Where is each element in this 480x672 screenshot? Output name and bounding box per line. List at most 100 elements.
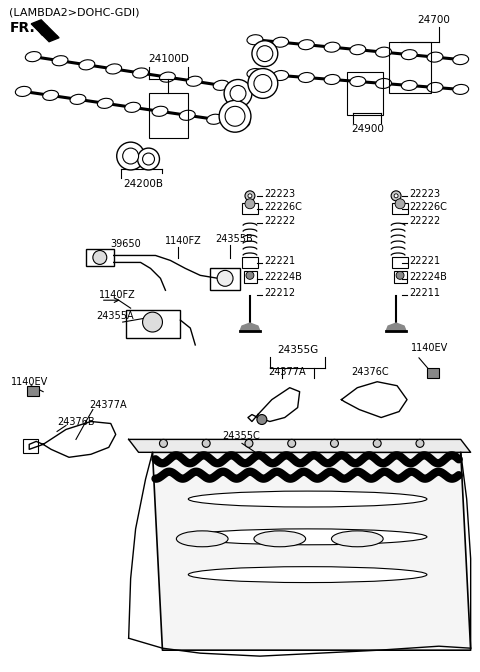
Text: 24200B: 24200B — [123, 179, 164, 189]
Text: 1140FZ: 1140FZ — [99, 290, 135, 300]
Bar — [27, 386, 39, 396]
Ellipse shape — [152, 106, 168, 116]
Text: 22223: 22223 — [409, 189, 440, 199]
Ellipse shape — [188, 566, 427, 583]
Circle shape — [373, 439, 381, 448]
Text: 24100D: 24100D — [148, 54, 189, 64]
Text: 24355B: 24355B — [215, 234, 253, 243]
Circle shape — [117, 142, 144, 170]
Circle shape — [230, 85, 246, 101]
Circle shape — [257, 415, 267, 425]
Ellipse shape — [43, 90, 59, 100]
Ellipse shape — [106, 64, 121, 74]
Text: 24900: 24900 — [351, 124, 384, 134]
Circle shape — [123, 148, 139, 164]
Text: 39650: 39650 — [111, 239, 142, 249]
Bar — [126, 310, 180, 338]
Bar — [394, 271, 407, 284]
Ellipse shape — [52, 56, 68, 66]
Text: 24355G: 24355G — [277, 345, 318, 355]
Circle shape — [219, 100, 251, 132]
Ellipse shape — [401, 81, 417, 91]
Ellipse shape — [453, 85, 468, 95]
Text: 22224B: 22224B — [264, 272, 302, 282]
Text: 24355C: 24355C — [222, 431, 260, 442]
Bar — [210, 268, 240, 290]
Polygon shape — [240, 323, 260, 331]
Circle shape — [159, 439, 168, 448]
Circle shape — [395, 199, 405, 209]
Text: 24700: 24700 — [417, 15, 450, 25]
Ellipse shape — [427, 83, 443, 93]
Ellipse shape — [213, 80, 229, 91]
Ellipse shape — [332, 531, 383, 547]
Circle shape — [396, 271, 404, 280]
Text: 22211: 22211 — [409, 288, 440, 298]
Ellipse shape — [79, 60, 95, 70]
Ellipse shape — [25, 52, 41, 62]
Text: 24377A: 24377A — [89, 400, 127, 410]
Bar — [148, 93, 188, 138]
Bar — [244, 271, 257, 284]
Text: 22221: 22221 — [409, 257, 440, 266]
Polygon shape — [153, 452, 471, 650]
Ellipse shape — [188, 529, 427, 545]
Ellipse shape — [273, 37, 288, 47]
Bar — [392, 257, 408, 268]
Bar — [427, 368, 439, 378]
Circle shape — [245, 199, 255, 209]
Circle shape — [93, 251, 107, 264]
Circle shape — [252, 41, 278, 67]
Circle shape — [254, 75, 272, 93]
Circle shape — [330, 439, 338, 448]
Circle shape — [245, 439, 253, 448]
Ellipse shape — [453, 54, 468, 65]
Ellipse shape — [254, 531, 306, 547]
Ellipse shape — [376, 47, 392, 57]
Polygon shape — [129, 439, 471, 452]
Circle shape — [143, 153, 155, 165]
Ellipse shape — [125, 102, 141, 112]
Bar — [242, 257, 258, 268]
Ellipse shape — [176, 531, 228, 547]
Ellipse shape — [180, 110, 195, 120]
Text: 22222: 22222 — [409, 216, 440, 226]
Text: 22212: 22212 — [264, 288, 295, 298]
Text: 22226C: 22226C — [409, 202, 447, 212]
Text: 24377A: 24377A — [268, 367, 305, 377]
Text: 22224B: 22224B — [409, 272, 447, 282]
Bar — [348, 71, 383, 116]
Circle shape — [245, 191, 255, 201]
Circle shape — [288, 439, 296, 448]
Bar — [23, 439, 38, 454]
Circle shape — [416, 439, 424, 448]
Ellipse shape — [132, 68, 148, 78]
Text: 22222: 22222 — [264, 216, 295, 226]
Ellipse shape — [188, 491, 427, 507]
Circle shape — [143, 312, 162, 332]
Circle shape — [224, 79, 252, 108]
Text: (LAMBDA2>DOHC-GDI): (LAMBDA2>DOHC-GDI) — [9, 8, 140, 18]
Bar — [392, 203, 408, 214]
Text: FR.: FR. — [9, 21, 35, 35]
Bar — [242, 203, 258, 214]
Ellipse shape — [207, 114, 223, 124]
Circle shape — [248, 194, 252, 198]
Ellipse shape — [247, 35, 263, 45]
Text: 24376C: 24376C — [351, 367, 389, 377]
Ellipse shape — [240, 85, 256, 95]
Ellipse shape — [299, 40, 314, 50]
Ellipse shape — [324, 42, 340, 52]
Circle shape — [225, 106, 245, 126]
Ellipse shape — [376, 79, 392, 89]
Text: 22223: 22223 — [264, 189, 295, 199]
Text: 22226C: 22226C — [264, 202, 302, 212]
Text: 1140FZ: 1140FZ — [166, 236, 202, 245]
Ellipse shape — [247, 69, 263, 79]
Ellipse shape — [299, 73, 314, 83]
Text: 22221: 22221 — [264, 257, 295, 266]
Circle shape — [217, 270, 233, 286]
Ellipse shape — [427, 52, 443, 62]
Ellipse shape — [324, 75, 340, 85]
Ellipse shape — [70, 94, 86, 104]
